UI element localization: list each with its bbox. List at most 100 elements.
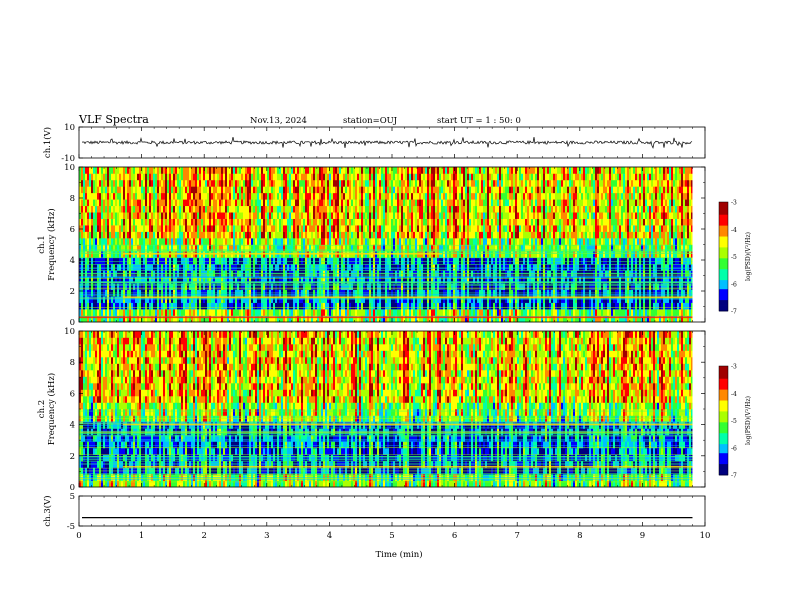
heatmap-cell (191, 296, 194, 303)
heatmap-cell (353, 263, 356, 271)
heatmap-cell (347, 276, 350, 284)
heatmap-cell (371, 218, 374, 226)
heatmap-cell (343, 315, 346, 323)
heatmap-cell (193, 186, 196, 194)
heatmap-cell (379, 225, 382, 232)
heatmap-cell (115, 231, 118, 239)
heatmap-cell (363, 238, 366, 245)
heatmap-cell (479, 309, 482, 316)
heatmap-cell (435, 225, 438, 232)
heatmap-cell (311, 192, 314, 200)
heatmap-cell (227, 238, 230, 245)
heatmap-cell (477, 179, 480, 187)
heatmap-cell (163, 231, 166, 239)
heatmap-cell (411, 296, 414, 303)
heatmap-cell (255, 238, 258, 245)
heatmap-cell (449, 309, 452, 316)
heatmap-cell (347, 173, 350, 181)
heatmap-cell (401, 231, 404, 239)
heatmap-cell (453, 238, 456, 245)
heatmap-cell (249, 173, 252, 181)
heatmap-cell (111, 276, 114, 284)
heatmap-cell (83, 250, 86, 258)
heatmap-cell (387, 192, 390, 200)
heatmap-cell (377, 225, 380, 232)
heatmap-cell (183, 263, 186, 271)
heatmap-cell (149, 218, 152, 226)
heatmap-cell (207, 186, 210, 194)
heatmap-cell (481, 263, 484, 271)
heatmap-cell (403, 309, 406, 316)
heatmap-cell (109, 276, 112, 284)
heatmap-cell (227, 263, 230, 271)
heatmap-cell (329, 212, 332, 219)
heatmap-cell (445, 263, 448, 271)
heatmap-cell (337, 225, 340, 232)
heatmap-cell (261, 218, 264, 226)
heatmap-cell (409, 238, 412, 245)
heatmap-cell (299, 225, 302, 232)
heatmap-cell (477, 225, 480, 232)
heatmap-cell (81, 244, 84, 252)
heatmap-cell (465, 179, 468, 187)
heatmap-cell (173, 218, 176, 226)
heatmap-cell (201, 276, 204, 284)
heatmap-cell (205, 315, 208, 323)
heatmap-cell (373, 179, 376, 187)
heatmap-cell (91, 186, 94, 194)
heatmap-cell (389, 205, 392, 213)
heatmap-cell (319, 186, 322, 194)
heatmap-cell (219, 257, 222, 265)
heatmap-cell (277, 173, 280, 181)
heatmap-cell (475, 283, 478, 291)
heatmap-cell (293, 186, 296, 194)
heatmap-cell (107, 244, 110, 252)
heatmap-cell (441, 244, 444, 252)
heatmap-cell (413, 315, 416, 323)
heatmap-cell (229, 263, 232, 271)
heatmap-cell (383, 179, 386, 187)
heatmap-cell (381, 263, 384, 271)
heatmap-cell (81, 199, 84, 207)
heatmap-cell (419, 238, 422, 245)
heatmap-cell (321, 225, 324, 232)
heatmap-cell (281, 205, 284, 213)
heatmap-cell (445, 238, 448, 245)
heatmap-cell (335, 263, 338, 271)
heatmap-cell (317, 283, 320, 291)
heatmap-cell (279, 179, 282, 187)
heatmap-cell (291, 257, 294, 265)
heatmap-cell (271, 192, 274, 200)
heatmap-cell (237, 238, 240, 245)
heatmap-cell (249, 212, 252, 219)
heatmap-cell (319, 173, 322, 181)
heatmap-cell (311, 257, 314, 265)
heatmap-cell (403, 205, 406, 213)
heatmap-cell (97, 250, 100, 258)
heatmap-cell (479, 199, 482, 207)
heatmap-cell (289, 244, 292, 252)
heatmap-cell (369, 186, 372, 194)
heatmap-cell (303, 263, 306, 271)
heatmap-cell (349, 173, 352, 181)
heatmap-cell (143, 167, 146, 174)
heatmap-cell (321, 302, 324, 310)
heatmap-cell (91, 257, 94, 265)
heatmap-cell (317, 296, 320, 303)
heatmap-cell (225, 173, 228, 181)
heatmap-cell (421, 296, 424, 303)
heatmap-cell (325, 173, 328, 181)
heatmap-cell (149, 257, 152, 265)
heatmap-cell (269, 167, 272, 174)
heatmap-cell (191, 244, 194, 252)
heatmap-cell (441, 231, 444, 239)
heatmap-cell (463, 173, 466, 181)
heatmap-cell (221, 238, 224, 245)
heatmap-cell (185, 302, 188, 310)
heatmap-cell (243, 283, 246, 291)
heatmap-cell (299, 205, 302, 213)
heatmap-cell (251, 186, 254, 194)
heatmap-cell (143, 238, 146, 245)
heatmap-cell (345, 173, 348, 181)
heatmap-cell (455, 244, 458, 252)
